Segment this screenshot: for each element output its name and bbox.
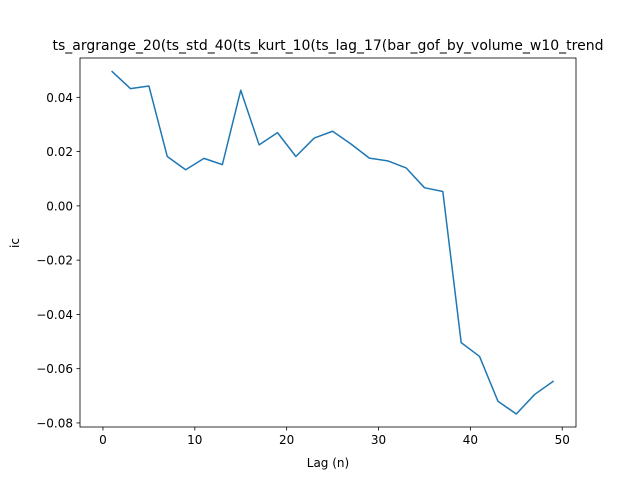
axes-frame <box>79 57 577 428</box>
series-line-0 <box>111 70 555 415</box>
y-tick-label: −0.08 <box>36 416 73 430</box>
y-tick-label: 0.04 <box>46 91 73 105</box>
y-axis-label: ic <box>8 238 22 248</box>
x-tick-label: 30 <box>371 433 386 447</box>
x-tick-label: 50 <box>555 433 570 447</box>
x-axis-label: Lag (n) <box>307 456 349 470</box>
y-tick-label: 0.00 <box>46 199 73 213</box>
plot-area: 0 10 20 30 40 50 −0.08 −0.06 −0.04 −0.02 0.00 0.02 0… <box>36 57 577 447</box>
x-tick-label: 40 <box>463 433 478 447</box>
x-tick-label: 20 <box>279 433 294 447</box>
y-tick-label: 0.02 <box>46 145 73 159</box>
y-tick-label: −0.04 <box>36 308 73 322</box>
x-tick-label: 0 <box>99 433 107 447</box>
x-tick-label: 10 <box>187 433 202 447</box>
chart-title: ts_argrange_20(ts_std_40(ts_kurt_10(ts_l… <box>53 38 604 54</box>
y-tick-label: −0.06 <box>36 362 73 376</box>
y-tick-label: −0.02 <box>36 254 73 268</box>
